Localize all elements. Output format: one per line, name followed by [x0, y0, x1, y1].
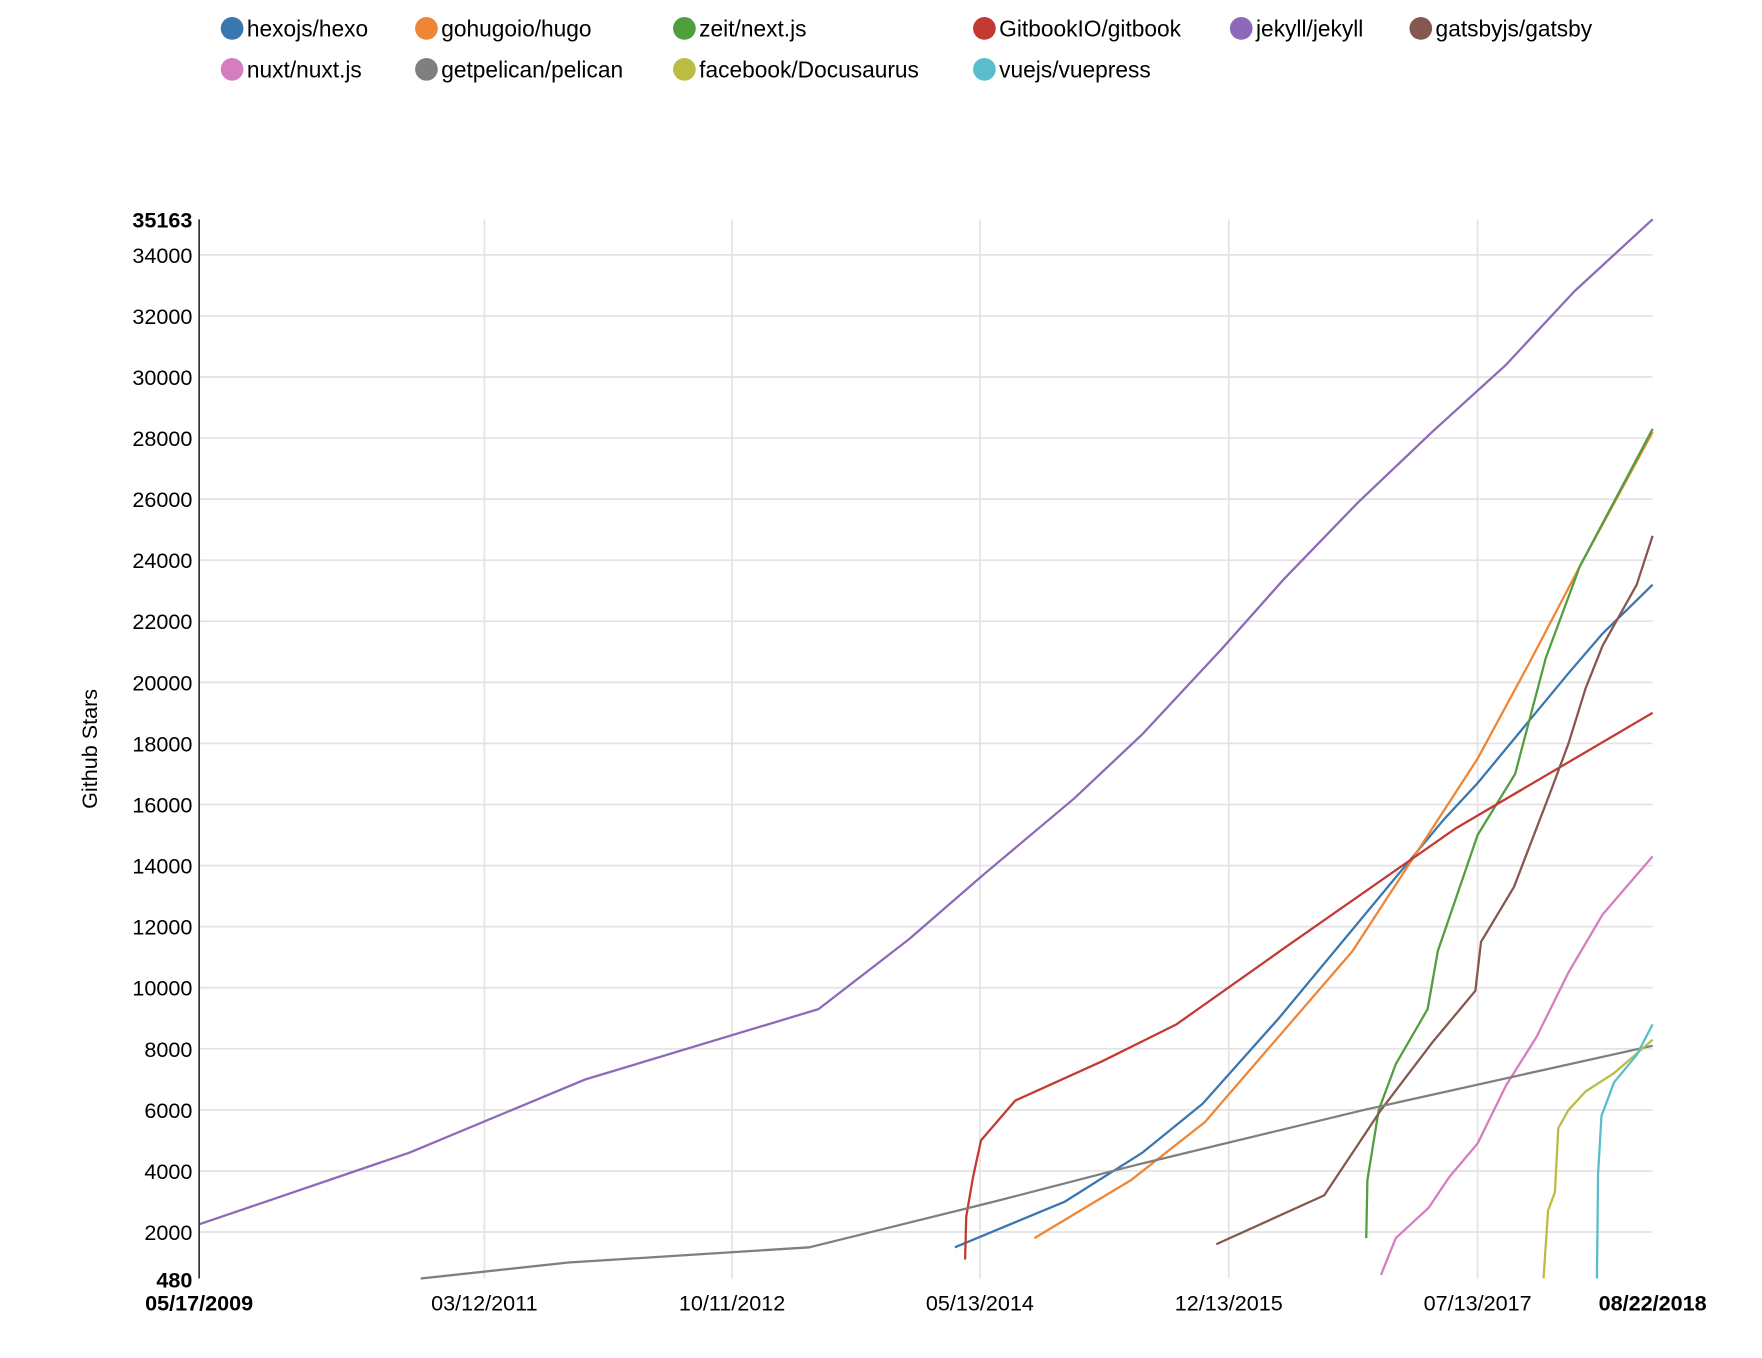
legend-dot-icon — [415, 17, 438, 40]
series-line-hexojs-hexo[interactable] — [954, 583, 1654, 1249]
y-tick-label: 6000 — [144, 1098, 192, 1123]
legend-label: gohugoio/hugo — [441, 15, 591, 41]
y-axis-ticks: 34000 32000 30000 28000 26000 24000 22000 20000… — [132, 243, 192, 1245]
legend-dot-icon — [415, 57, 438, 81]
legend-label: jekyll/jekyll — [1255, 15, 1363, 41]
legend-item-hugo[interactable]: gohugoio/hugo — [415, 15, 592, 41]
y-min-label: 480 — [156, 1268, 192, 1293]
legend-item-jekyll[interactable]: jekyll/jekyll — [1229, 15, 1363, 41]
x-tick-label: 07/13/2017 — [1424, 1290, 1532, 1315]
series-line-facebook-docusaurus[interactable] — [1542, 1038, 1654, 1279]
y-tick-label: 32000 — [132, 304, 192, 329]
x-tick-label: 05/13/2014 — [926, 1290, 1034, 1315]
x-tick-label: 12/13/2015 — [1175, 1290, 1283, 1315]
x-tick-label: 03/12/2011 — [431, 1290, 537, 1315]
y-tick-label: 14000 — [132, 854, 192, 879]
legend-dot-icon — [220, 57, 244, 81]
y-tick-label: 24000 — [132, 548, 192, 573]
y-tick-label: 28000 — [132, 426, 192, 451]
y-tick-label: 4000 — [144, 1159, 192, 1184]
legend-label: vuejs/vuepress — [999, 56, 1151, 82]
y-tick-label: 2000 — [144, 1220, 192, 1245]
legend-item-vuepress[interactable]: vuejs/vuepress — [973, 56, 1151, 82]
legend-label: gatsbyjs/gatsby — [1436, 15, 1593, 41]
legend-item-hexo[interactable]: hexojs/hexo — [220, 15, 368, 41]
gridlines — [199, 219, 1653, 1279]
legend-label: facebook/Docusaurus — [699, 56, 919, 82]
series-line-gatsbyjs-gatsby[interactable] — [1215, 535, 1654, 1246]
legend-dot-icon — [1229, 17, 1253, 40]
y-tick-label: 16000 — [132, 792, 192, 817]
y-tick-label: 30000 — [132, 365, 192, 390]
legend-dot-icon — [973, 57, 996, 81]
legend-dot-icon — [673, 57, 696, 81]
y-tick-label: 8000 — [144, 1037, 192, 1062]
series-line-jekyll-jekyll[interactable] — [198, 218, 1654, 1226]
legend-item-nuxt[interactable]: nuxt/nuxt.js — [220, 56, 362, 82]
series-line-getpelican-pelican[interactable] — [420, 1044, 1653, 1280]
y-max-label: 35163 — [132, 207, 192, 232]
series-lines — [198, 218, 1654, 1280]
series-line-gohugoio-hugo[interactable] — [1033, 431, 1654, 1240]
legend-item-docusaurus[interactable]: facebook/Docusaurus — [673, 56, 919, 82]
y-tick-label: 10000 — [132, 976, 192, 1001]
y-tick-label: 12000 — [132, 915, 192, 940]
legend-dot-icon — [1409, 17, 1433, 40]
legend-label: GitbookIO/gitbook — [999, 15, 1181, 41]
legend-item-gitbook[interactable]: GitbookIO/gitbook — [973, 15, 1182, 41]
y-tick-label: 34000 — [132, 243, 192, 268]
legend-dot-icon — [220, 17, 244, 40]
series-line-vuejs-vuepress[interactable] — [1595, 1023, 1654, 1279]
series-line-zeit-next-js[interactable] — [1365, 428, 1654, 1239]
legend: hexojs/hexo gohugoio/hugo zeit/next.js G… — [220, 15, 1593, 82]
legend-label: zeit/next.js — [699, 15, 806, 41]
x-tick-label: 10/11/2012 — [679, 1290, 785, 1315]
legend-label: nuxt/nuxt.js — [247, 56, 362, 82]
series-line-gitbookio-gitbook[interactable] — [963, 711, 1654, 1260]
legend-label: hexojs/hexo — [247, 15, 368, 41]
y-tick-label: 22000 — [132, 609, 192, 634]
series-line-nuxt-nuxt-js[interactable] — [1379, 855, 1654, 1276]
legend-item-gatsby[interactable]: gatsbyjs/gatsby — [1409, 15, 1593, 41]
legend-item-pelican[interactable]: getpelican/pelican — [415, 56, 623, 82]
x-min-label: 05/17/2009 — [145, 1290, 253, 1315]
x-axis-ticks: 03/12/2011 10/11/2012 05/13/2014 12/13/2015… — [431, 1290, 1531, 1315]
x-max-label: 08/22/2018 — [1599, 1290, 1707, 1315]
legend-label: getpelican/pelican — [441, 56, 623, 82]
y-tick-label: 26000 — [132, 487, 192, 512]
y-axis-title: Github Stars — [77, 689, 102, 809]
legend-dot-icon — [973, 17, 996, 40]
legend-dot-icon — [673, 17, 696, 40]
y-tick-label: 18000 — [132, 731, 192, 756]
y-tick-label: 20000 — [132, 670, 192, 695]
legend-item-nextjs[interactable]: zeit/next.js — [673, 15, 807, 41]
